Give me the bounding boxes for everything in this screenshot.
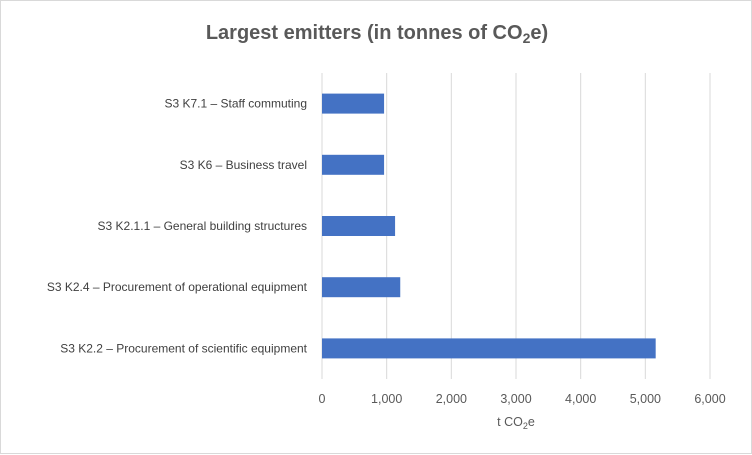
bar: [322, 154, 385, 175]
category-label: S3 K7.1 – Staff commuting: [164, 97, 307, 111]
x-tick-labels: 0 1,000 2,000 3,000 4,000 5,000 6,000: [319, 392, 726, 406]
gridlines: [321, 73, 711, 379]
category-label: S3 K2.2 – Procurement of scientific equi…: [60, 341, 307, 355]
category-label: S3 K6 – Business travel: [180, 158, 307, 172]
chart-title: Largest emitters (in tonnes of CO2e): [206, 22, 548, 46]
bar: [322, 338, 656, 359]
category-label: S3 K2.1.1 – General building structures: [98, 219, 307, 233]
bars: [322, 93, 656, 359]
bar: [322, 93, 385, 114]
x-tick-label: 6,000: [694, 392, 725, 406]
x-tick-label: 3,000: [500, 392, 531, 406]
bar: [322, 277, 401, 298]
category-label: S3 K2.4 – Procurement of operational equ…: [47, 280, 308, 294]
category-labels: S3 K7.1 – Staff commuting S3 K6 – Busines…: [47, 97, 308, 356]
x-tick-label: 4,000: [565, 392, 596, 406]
x-axis-title: t CO2e: [497, 415, 535, 431]
x-tick-label: 5,000: [630, 392, 661, 406]
bar: [322, 216, 396, 236]
x-tick-label: 2,000: [436, 392, 467, 406]
x-tick-label: 1,000: [371, 392, 402, 406]
x-tick-label: 0: [319, 392, 326, 406]
